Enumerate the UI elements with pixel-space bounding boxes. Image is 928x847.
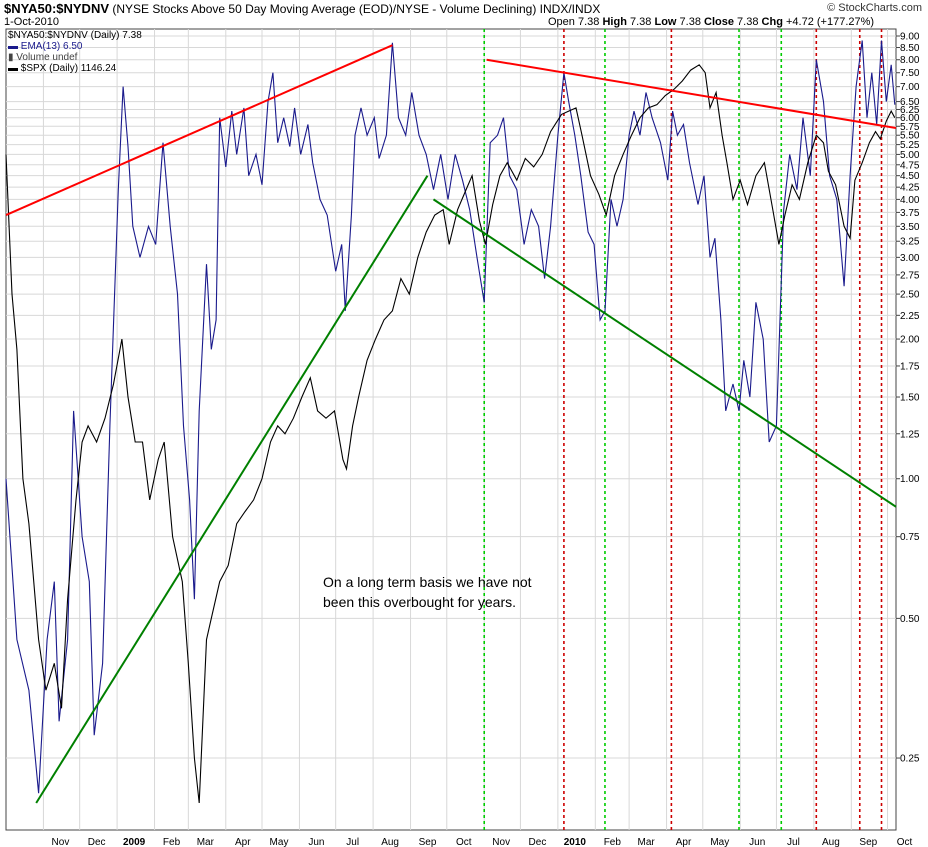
y-tick-label: 6.00 [900,113,920,124]
spx-series-line [5,64,896,804]
close-value: 7.38 [737,16,759,28]
y-tick-label: 7.50 [900,68,920,79]
legend-volume-text: Volume undef [16,52,78,63]
legend-volume: ▮ Volume undef [8,52,78,63]
x-tick-label: Jul [787,837,800,847]
red-trendline [486,58,897,130]
y-tick-label: 4.25 [900,183,920,194]
x-tick-label: 2009 [123,837,146,847]
y-tick-label: 5.00 [900,150,920,161]
y-tick-label: 8.00 [900,55,920,66]
x-tick-label: Apr [676,837,692,847]
ratio-series-line [5,40,896,794]
y-tick-label: 3.25 [900,237,920,248]
legend-spx: ▬ $SPX (Daily) 1146.24 [8,63,117,74]
x-tick-label: Mar [638,837,656,847]
open-value: 7.38 [577,16,600,28]
x-tick-label: Dec [529,837,547,847]
green-trendline [35,175,429,804]
y-tick-label: 9.00 [900,32,920,43]
y-tick-label: 6.25 [900,105,920,116]
exchange-label: INDX/INDX [539,2,601,16]
date-label: 1-Oct-2010 [4,16,60,28]
y-tick-label: 0.50 [900,614,920,625]
high-value: 7.38 [629,16,652,28]
chg-label: Chg [761,16,783,28]
brand-watermark: © StockCharts.com [827,2,922,14]
legend-ema-text: EMA(13) 6.50 [20,41,83,52]
plot-frame [5,28,897,831]
x-tick-label: Oct [456,837,472,847]
x-tick-label: Apr [235,837,251,847]
y-tick-label: 6.50 [900,97,920,108]
high-label: High [602,16,627,28]
chg-value: +4.72 (+177.27%) [785,16,875,28]
x-tick-label: Jun [749,837,765,847]
x-tick-label: May [710,837,729,847]
x-tick-label: Sep [859,837,877,847]
y-tick-label: 1.25 [900,429,920,440]
x-tick-label: Nov [52,837,70,847]
y-tick-label: 5.25 [900,140,920,151]
y-tick-label: 1.00 [900,474,920,485]
y-tick-label: 7.00 [900,82,920,93]
legend-spx-text: $SPX (Daily) 1146.24 [20,63,117,74]
annotation-line-1: On a long term basis we have not [323,574,532,590]
green-trendline [432,198,897,508]
y-tick-label: 3.00 [900,253,920,264]
y-tick-label: 0.75 [900,532,920,543]
legend-main: $NYA50:$NYDNV (Daily) 7.38 [8,30,142,41]
y-tick-label: 3.75 [900,208,920,219]
x-tick-label: Mar [197,837,215,847]
y-tick-label: 4.75 [900,160,920,171]
symbol-label: $NYA50:$NYDNV [4,1,110,16]
y-tick-label: 3.50 [900,222,920,233]
chart-title: $NYA50:$NYDNV (NYSE Stocks Above 50 Day … [4,1,600,16]
annotation-line-2: been this overbought for years. [323,594,517,610]
low-value: 7.38 [679,16,701,28]
y-tick-label: 2.00 [900,335,920,346]
x-tick-label: Aug [381,837,399,847]
y-tick-label: 4.50 [900,171,920,182]
x-tick-label: Aug [822,837,840,847]
y-tick-label: 5.75 [900,122,920,133]
x-tick-label: Jun [308,837,324,847]
x-tick-label: Feb [163,837,181,847]
x-tick-label: Nov [492,837,510,847]
y-tick-label: 1.50 [900,393,920,404]
y-tick-label: 4.00 [900,195,920,206]
y-tick-label: 2.50 [900,290,920,301]
x-tick-label: May [270,837,289,847]
y-tick-label: 8.50 [900,43,920,54]
legend-ema: ▬ EMA(13) 6.50 [8,41,83,52]
close-label: Close [704,16,734,28]
x-tick-label: Feb [604,837,622,847]
x-tick-label: 2010 [564,837,587,847]
x-tick-label: Sep [419,837,437,847]
description-label: (NYSE Stocks Above 50 Day Moving Average… [112,2,537,16]
y-tick-label: 1.75 [900,361,920,372]
y-tick-label: 2.75 [900,270,920,281]
annotation-text: On a long term basis we have not been th… [323,572,532,612]
red-trendline [5,44,393,217]
ohlc-readout: Open 7.38 High 7.38 Low 7.38 Close 7.38 … [548,16,874,28]
y-tick-label: 0.25 [900,754,920,765]
low-label: Low [654,16,677,28]
open-label: Open [548,16,575,28]
x-tick-label: Oct [897,837,913,847]
x-tick-label: Jul [346,837,359,847]
x-tick-label: Dec [88,837,106,847]
y-tick-label: 5.50 [900,131,920,142]
y-tick-label: 2.25 [900,311,920,322]
